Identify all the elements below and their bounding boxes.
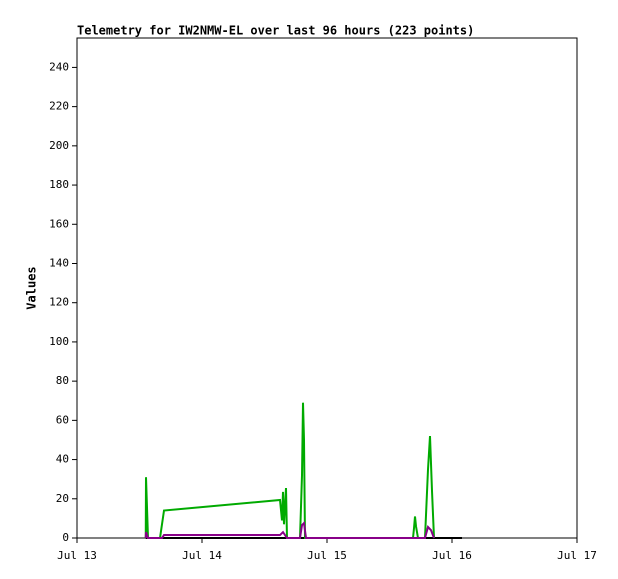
x-tick-label: Jul 14 <box>182 549 222 562</box>
series-line <box>144 520 435 539</box>
x-tick-label: Jul 17 <box>557 549 597 562</box>
y-tick-label: 0 <box>62 531 69 544</box>
y-tick-label: 80 <box>56 374 69 387</box>
x-tick-label: Jul 13 <box>57 549 97 562</box>
y-tick-label: 20 <box>56 492 69 505</box>
chart-title: Telemetry for IW2NMW-EL over last 96 hou… <box>77 24 474 38</box>
y-tick-label: 220 <box>49 100 69 113</box>
y-tick-label: 160 <box>49 217 69 230</box>
y-tick-label: 200 <box>49 139 69 152</box>
series-line <box>144 402 435 539</box>
plot-area <box>76 37 578 539</box>
y-tick-label: 120 <box>49 296 69 309</box>
y-tick-label: 240 <box>49 60 69 73</box>
y-tick-label: 40 <box>56 453 69 466</box>
y-tick-label: 60 <box>56 413 69 426</box>
y-axis-label: Values <box>25 266 39 309</box>
x-tick-label: Jul 15 <box>307 549 347 562</box>
y-tick-label: 140 <box>49 256 69 269</box>
y-tick-label: 100 <box>49 335 69 348</box>
x-tick-label: Jul 16 <box>432 549 472 562</box>
y-tick-label: 180 <box>49 178 69 191</box>
